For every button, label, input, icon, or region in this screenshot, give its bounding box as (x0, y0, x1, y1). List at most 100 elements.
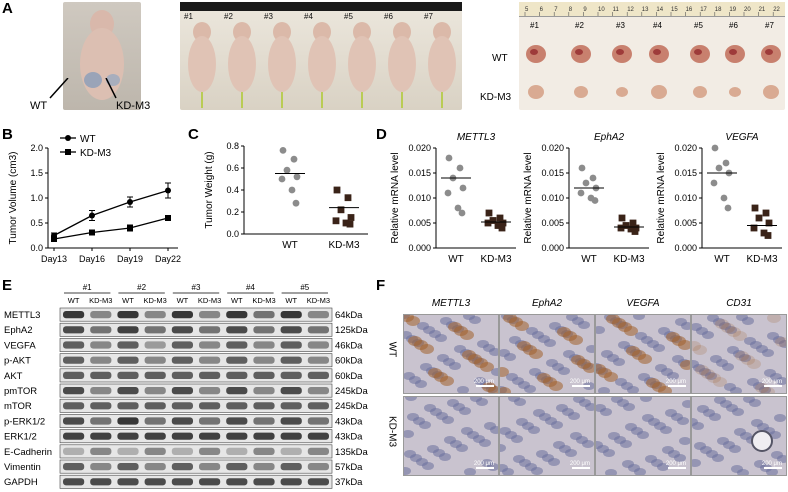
scale-label: 200 μm (761, 461, 782, 467)
data-point (278, 175, 286, 183)
ruler-number: 15 (671, 7, 678, 13)
blot-band (226, 387, 248, 395)
protein-label: ERK1/2 (4, 432, 37, 443)
blot-band (280, 463, 302, 471)
y-tick-label: 0.4 (226, 185, 239, 195)
blot-band (63, 341, 85, 349)
y-tick-label: 0.010 (408, 193, 431, 203)
ihc-image: 200 μm (403, 396, 499, 476)
y-tick-label: 0.015 (408, 168, 431, 178)
blot-band (280, 341, 302, 349)
y-tick-label: 0.000 (408, 243, 431, 253)
data-point (332, 217, 340, 225)
kda-label: 245kDa (335, 401, 368, 412)
blot-band (199, 387, 221, 395)
blot-band (307, 432, 329, 440)
ruler-number: 22 (773, 7, 780, 13)
ruler-number: 10 (598, 7, 605, 13)
blot-band (307, 341, 329, 349)
kda-label: 60kDa (335, 371, 363, 382)
blot-band (117, 371, 139, 379)
x-tick-label: WT (581, 254, 597, 265)
protein-label: EphA2 (4, 325, 33, 336)
scale-label: 200 μm (569, 461, 590, 467)
mouse-number: #6 (384, 12, 393, 21)
kda-label: 37kDa (335, 477, 363, 488)
blot-band (90, 432, 112, 440)
panel-label-b: B (2, 126, 13, 143)
blot-band (171, 478, 193, 486)
blot-band (63, 478, 85, 486)
blot-band (253, 387, 275, 395)
blot-band (307, 371, 329, 379)
blot-band (117, 463, 139, 471)
data-point (589, 174, 597, 182)
tumor-number: #6 (729, 21, 738, 30)
blot-band (280, 371, 302, 379)
lane-label: WT (177, 296, 189, 305)
y-tick-label: 0.020 (674, 143, 697, 153)
ruler-number: 19 (729, 7, 736, 13)
data-point (165, 215, 171, 221)
x-tick-label: WT (714, 254, 730, 265)
data-point (346, 220, 354, 228)
blot-band (63, 371, 85, 379)
blot-band (307, 478, 329, 486)
blot-band (171, 402, 193, 410)
tumors-photo: 5 6 7 8 9 10 11 12 13 14 15 16 17 18 19 20 21 22 (519, 2, 785, 110)
blot-band (226, 341, 248, 349)
tumor-row-kdm3: KD-M3 (480, 92, 512, 103)
blot-band (226, 371, 248, 379)
protein-label: GAPDH (4, 477, 38, 488)
lane-label: WT (122, 296, 134, 305)
blot-band (63, 447, 85, 455)
data-point (722, 159, 730, 167)
tumor-number: #4 (653, 21, 662, 30)
blot-band (307, 463, 329, 471)
blot-band (90, 463, 112, 471)
ihc-column-label: EphA2 (531, 298, 563, 309)
ihc-image: 200 μm (691, 314, 787, 394)
y-tick-label: 0.010 (541, 193, 564, 203)
blot-band (171, 311, 193, 319)
blot-band (63, 402, 85, 410)
x-tick-label: Day19 (117, 254, 143, 264)
kda-label: 245kDa (335, 386, 368, 397)
data-point (283, 166, 291, 174)
scale-label: 200 μm (761, 379, 782, 385)
mouse-photo-single (63, 2, 141, 110)
blot-band (253, 478, 275, 486)
data-point (127, 199, 133, 205)
kda-label: 57kDa (335, 462, 363, 473)
blot-band (199, 341, 221, 349)
chart-title: EphA2 (594, 132, 624, 143)
ihc-row-label: KD-M3 (386, 415, 398, 448)
data-point (290, 155, 298, 163)
blot-band (144, 311, 166, 319)
mice-illustration (188, 22, 456, 108)
lane-label: WT (231, 296, 243, 305)
blot-band (253, 341, 275, 349)
blot-band (117, 341, 139, 349)
scale-bar (668, 385, 686, 387)
data-point (292, 199, 300, 207)
blot-band (171, 417, 193, 425)
blot-band (144, 371, 166, 379)
y-axis-label: Tumor Weight (g) (204, 151, 215, 228)
ruler-number: 14 (656, 7, 663, 13)
ihc-column-label: METTL3 (431, 298, 471, 309)
scale-label: 200 μm (665, 461, 686, 467)
blot-band (226, 402, 248, 410)
blot-band (117, 311, 139, 319)
ihc-image: 200 μm (499, 396, 595, 476)
vegfa-mrna-chart: 0.000 0.005 0.010 0.015 0.020 Relative mRNA l… (656, 132, 782, 265)
blot-band (253, 356, 275, 364)
y-axis-label: Tumor Volume (cm3) (8, 152, 19, 245)
data-point (631, 228, 639, 235)
blot-band (63, 326, 85, 334)
y-tick-label: 0.0 (30, 243, 43, 253)
epha2-mrna-chart: 0.000 0.005 0.010 0.015 0.020 Relative mRNA l… (523, 132, 649, 265)
blot-band (199, 371, 221, 379)
blot-band (280, 311, 302, 319)
